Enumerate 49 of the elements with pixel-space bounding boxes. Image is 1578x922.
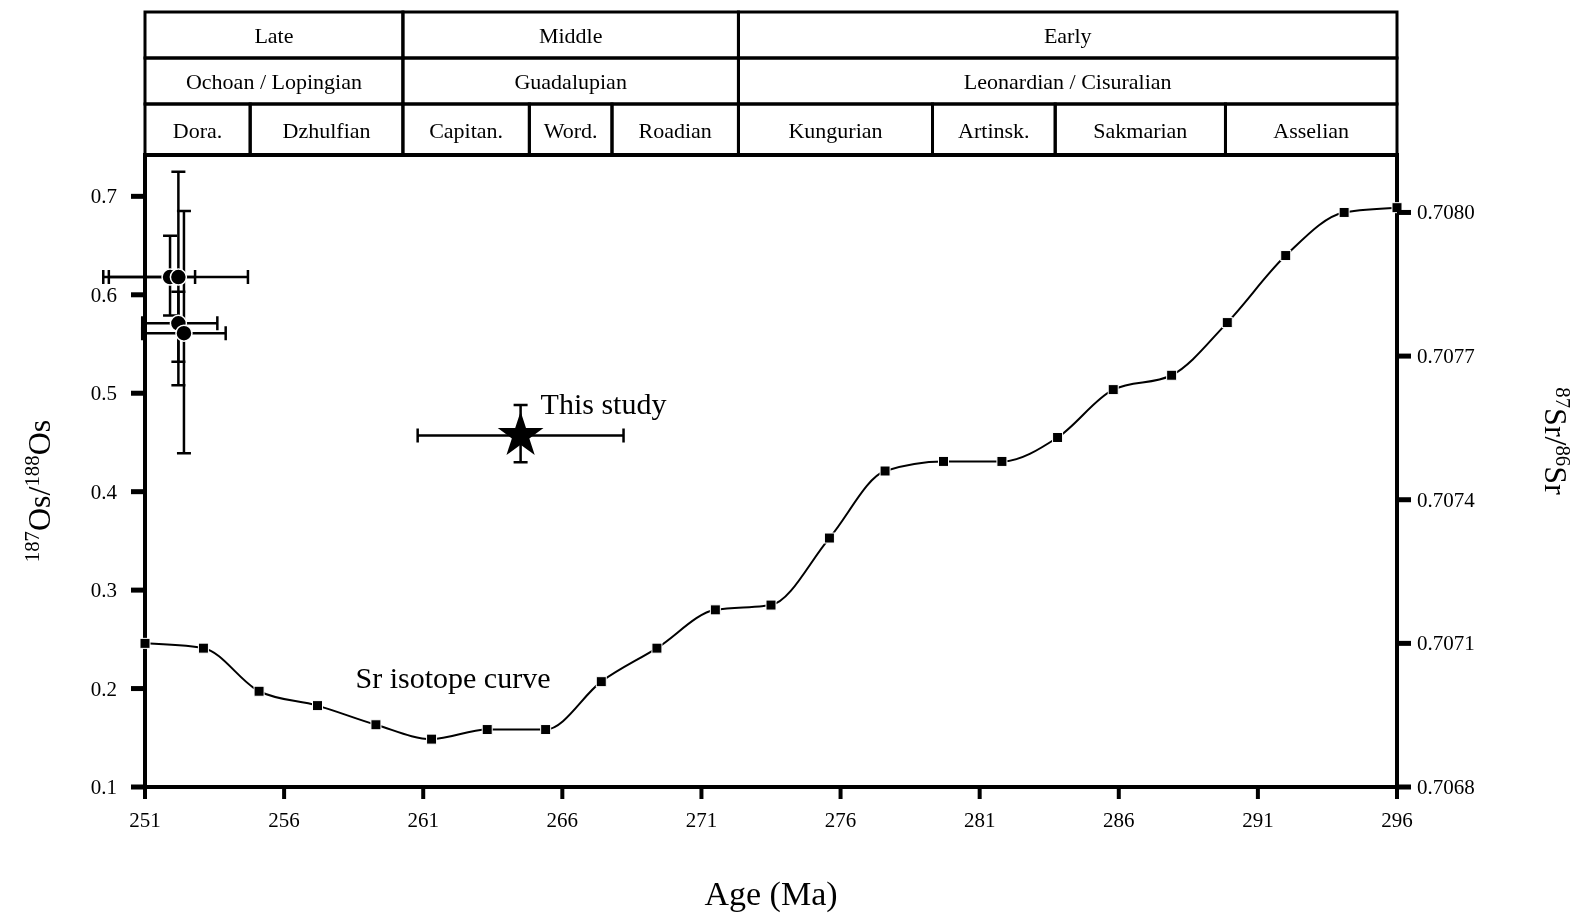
x-axis-title: Age (Ma) bbox=[704, 875, 838, 913]
point bbox=[765, 599, 777, 611]
y-tick-label: 0.7 bbox=[90, 184, 117, 209]
x-tick-label: 281 bbox=[963, 808, 996, 832]
x-tick-label: 271 bbox=[685, 808, 718, 832]
x-tick-label: 296 bbox=[1381, 808, 1413, 832]
x-tick-label: 291 bbox=[1242, 808, 1274, 832]
x-tick-label: 251 bbox=[129, 808, 161, 832]
y2-tick-label: 0.7077 bbox=[1417, 344, 1475, 369]
stratigraphic-table: Late Middle Early Ochoan / Lopingian Guadalupian Leonardian / Cisuralian Dora. Dzhulfian Capitan. Word. Roadian Kungurian Artinsk. Sakmarian Asselian bbox=[143, 10, 1399, 157]
y2-tick-label: 0.7074 bbox=[1417, 487, 1476, 512]
point bbox=[139, 637, 151, 649]
point bbox=[823, 532, 835, 544]
annotation: Sr isotope curve bbox=[355, 661, 551, 694]
y-tick-label: 0.6 bbox=[90, 282, 117, 307]
y2-tick-label: 0.7068 bbox=[1417, 775, 1475, 799]
point bbox=[996, 455, 1008, 467]
annotation: This study bbox=[540, 386, 667, 420]
point bbox=[1391, 202, 1403, 214]
point bbox=[1280, 250, 1292, 262]
point bbox=[938, 455, 949, 467]
y-tick-label: 0.3 bbox=[90, 578, 117, 603]
point bbox=[595, 676, 607, 688]
y-tick-label: 0.1 bbox=[90, 775, 117, 799]
point bbox=[540, 724, 552, 736]
point bbox=[370, 719, 382, 731]
point bbox=[1338, 206, 1350, 218]
y-tick-label: 0.4 bbox=[90, 479, 118, 504]
x-tick-label: 261 bbox=[407, 808, 439, 832]
point bbox=[1221, 317, 1233, 329]
point bbox=[709, 604, 721, 616]
y2-tick-label: 0.7071 bbox=[1417, 631, 1475, 656]
point bbox=[312, 700, 323, 712]
y2-tick-label: 0.7080 bbox=[1417, 200, 1475, 225]
y-tick-label: 0.5 bbox=[90, 381, 117, 406]
x-tick-label: 286 bbox=[1103, 808, 1135, 832]
x-tick-label: 266 bbox=[546, 808, 579, 832]
point bbox=[1166, 369, 1178, 381]
point bbox=[879, 465, 891, 477]
point bbox=[253, 685, 265, 697]
point bbox=[197, 642, 209, 654]
x-tick-label: 276 bbox=[824, 808, 857, 832]
y-tick-label: 0.2 bbox=[90, 676, 117, 701]
point bbox=[426, 733, 438, 745]
x-tick-label: 256 bbox=[268, 808, 300, 832]
point bbox=[651, 642, 663, 654]
point bbox=[1052, 431, 1064, 443]
point bbox=[1107, 384, 1119, 396]
point bbox=[481, 724, 493, 736]
